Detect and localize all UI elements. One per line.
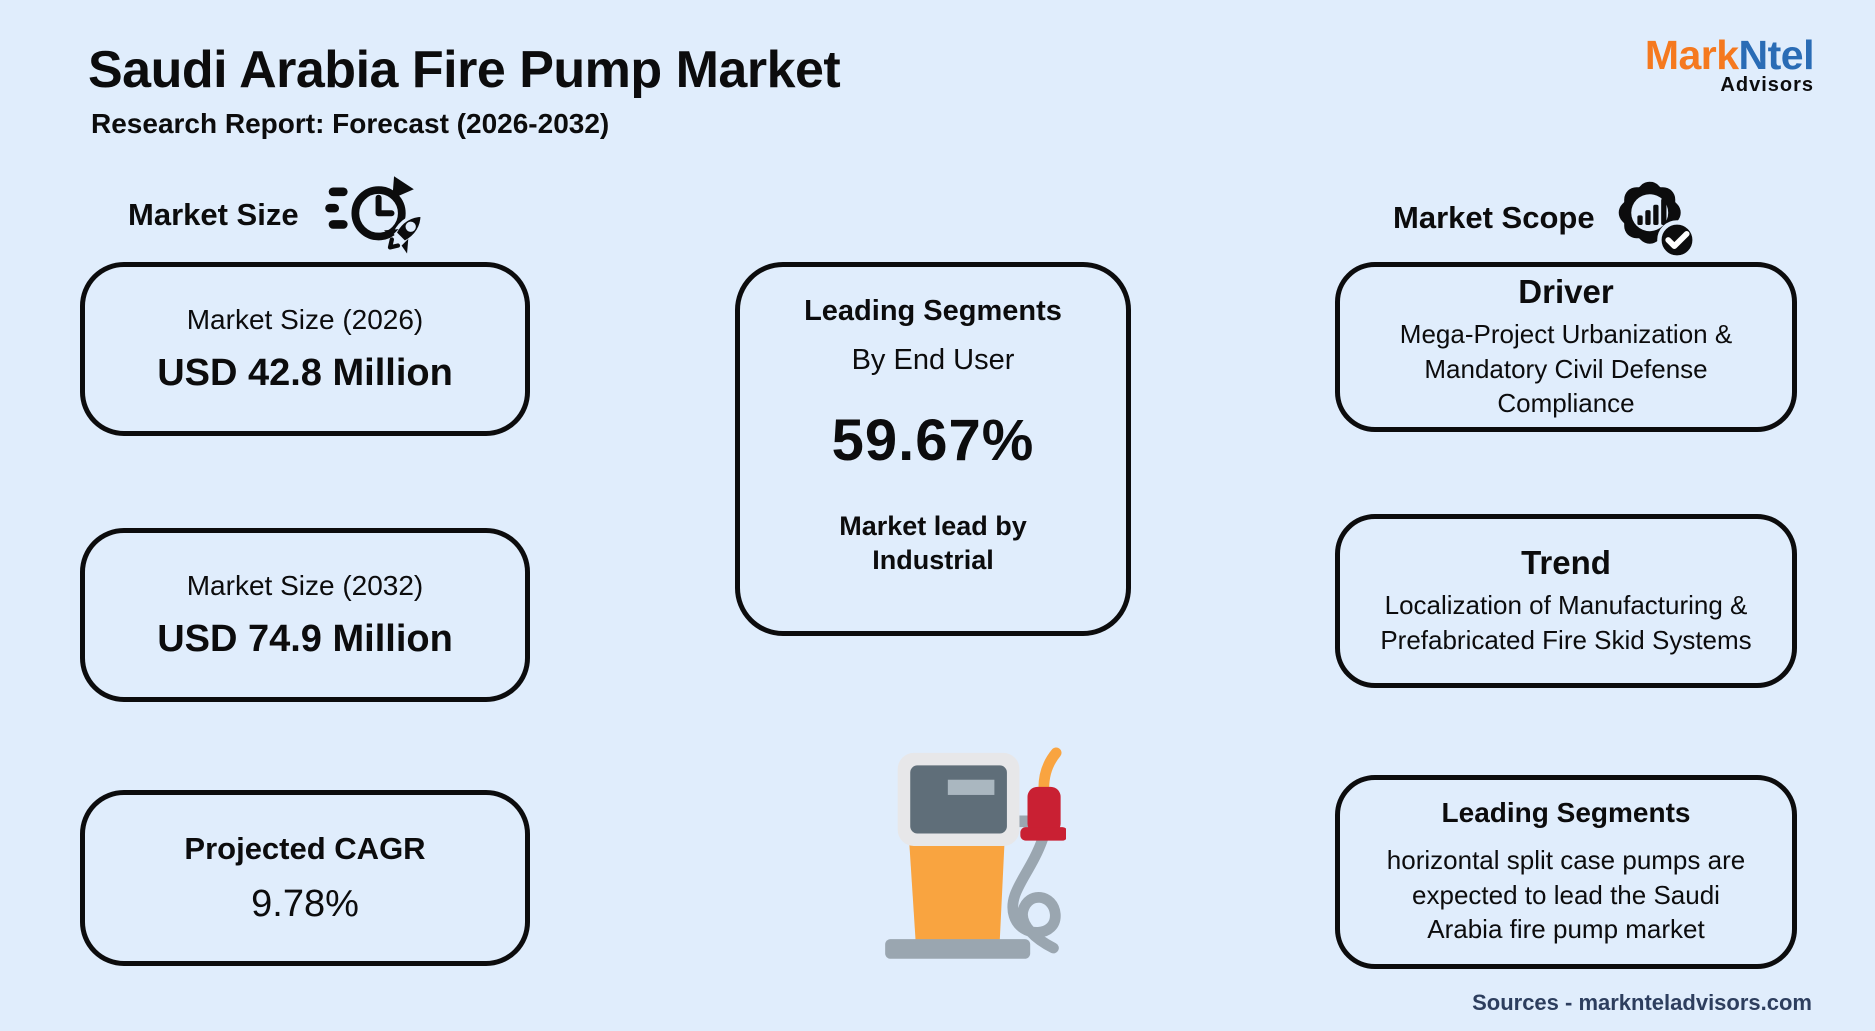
projected-cagr-value: 9.78% — [251, 882, 359, 925]
leading-segments-subtitle: By End User — [851, 344, 1015, 376]
market-scope-heading: Market Scope — [1393, 174, 1699, 262]
market-size-2032-value: USD 74.9 Million — [157, 617, 453, 660]
market-size-heading-label: Market Size — [128, 197, 299, 232]
market-size-2026-label: Market Size (2026) — [186, 303, 424, 335]
gear-analytics-check-icon — [1618, 181, 1697, 260]
leading-segments-card: Leading Segments By End User 59.67% Mark… — [735, 262, 1131, 636]
logo-ntel-text: Ntel — [1738, 32, 1815, 78]
market-size-heading: Market Size — [128, 172, 433, 258]
rocket-clock-icon — [324, 176, 424, 254]
market-size-2032-card: Market Size (2032) USD 74.9 Million — [80, 528, 530, 702]
markntel-logo: MarkNtel Advisors — [1588, 32, 1815, 97]
projected-cagr-card: Projected CAGR 9.78% — [80, 790, 530, 966]
leading-segments-scope-title: Leading Segments — [1441, 797, 1691, 829]
leading-segments-note: Market lead by Industrial — [839, 511, 1027, 575]
leading-segments-scope-card: Leading Segments horizontal split case p… — [1335, 775, 1797, 969]
leading-segments-value: 59.67% — [831, 408, 1035, 473]
page-title: Saudi Arabia Fire Pump Market — [88, 41, 841, 99]
driver-body: Mega-Project Urbanization & Mandatory Ci… — [1399, 319, 1733, 419]
trend-card: Trend Localization of Manufacturing & Pr… — [1335, 514, 1797, 688]
logo-mark-text: Mark — [1644, 32, 1739, 78]
driver-card: Driver Mega-Project Urbanization & Manda… — [1335, 262, 1797, 432]
market-size-2026-value: USD 42.8 Million — [157, 351, 453, 394]
trend-title: Trend — [1521, 544, 1611, 582]
driver-title: Driver — [1518, 273, 1614, 311]
logo-advisors-text: Advisors — [1720, 74, 1814, 97]
leading-segments-title: Leading Segments — [804, 295, 1062, 327]
source-attribution: Sources - marknteladvisors.com — [1472, 990, 1812, 1015]
trend-body: Localization of Manufacturing & Prefabri… — [1380, 590, 1752, 655]
fuel-pump-icon — [885, 747, 1066, 959]
page-subtitle: Research Report: Forecast (2026-2032) — [91, 108, 610, 139]
market-size-2026-card: Market Size (2026) USD 42.8 Million — [80, 262, 530, 436]
leading-segments-scope-body: horizontal split case pumps are expected… — [1386, 845, 1746, 945]
market-scope-heading-label: Market Scope — [1393, 200, 1595, 235]
market-size-2032-label: Market Size (2032) — [186, 569, 424, 601]
projected-cagr-label: Projected CAGR — [184, 830, 426, 866]
logo-wordmark: MarkNtel — [1588, 32, 1815, 78]
